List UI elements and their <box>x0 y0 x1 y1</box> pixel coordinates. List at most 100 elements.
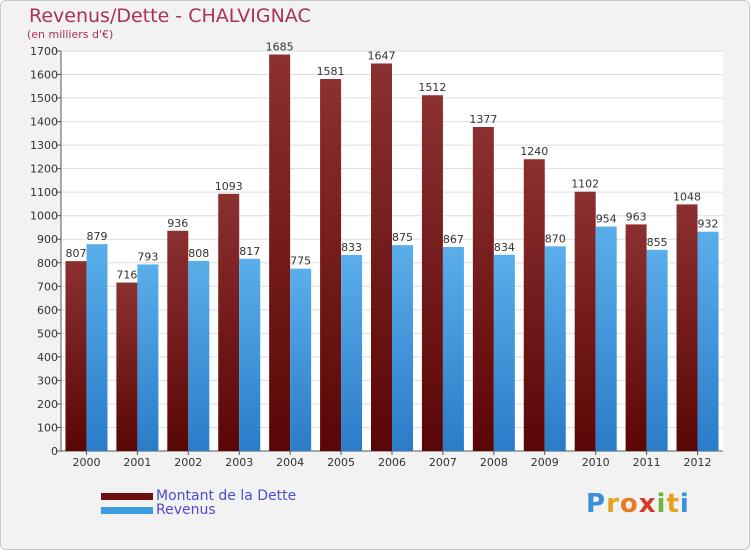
bar-dette <box>625 224 647 451</box>
logo-letter: o <box>619 489 639 519</box>
bar-value-label: 870 <box>545 232 566 245</box>
x-tick-label: 2007 <box>429 456 457 469</box>
bar-value-label: 1048 <box>673 190 701 203</box>
y-tick-label: 600 <box>37 304 58 317</box>
y-tick-label: 1700 <box>30 45 58 58</box>
bar-dette <box>65 261 87 451</box>
bar-value-label: 808 <box>188 247 209 260</box>
y-tick-label: 300 <box>37 374 58 387</box>
x-tick-label: 2000 <box>72 456 100 469</box>
bar-revenus <box>493 254 515 451</box>
bar-value-label: 1512 <box>418 81 446 94</box>
bar-dette <box>218 193 240 451</box>
x-tick-label: 2011 <box>633 456 661 469</box>
logo-letter: r <box>606 489 620 519</box>
bar-value-label: 932 <box>698 218 719 231</box>
bar-value-label: 1102 <box>571 178 599 191</box>
bar-dette <box>574 191 596 452</box>
bar-value-label: 954 <box>596 213 617 226</box>
y-tick-label: 700 <box>37 280 58 293</box>
bar-dette <box>676 204 698 451</box>
bar-revenus <box>442 247 464 451</box>
y-tick-label: 1500 <box>30 92 58 105</box>
x-tick-label: 2005 <box>327 456 355 469</box>
bar-value-label: 963 <box>626 210 647 223</box>
bar-revenus <box>646 249 668 451</box>
y-tick-label: 800 <box>37 257 58 270</box>
legend-label-debt: Montant de la Dette <box>156 488 297 504</box>
x-tick-label: 2009 <box>531 456 559 469</box>
logo-letter: x <box>638 489 657 519</box>
legend-label-revenue: Revenus <box>156 502 216 518</box>
bar-dette <box>116 282 138 451</box>
bar-dette <box>167 230 189 451</box>
x-tick-label: 2008 <box>480 456 508 469</box>
y-tick-label: 1600 <box>30 69 58 82</box>
bar-dette <box>523 159 545 451</box>
y-tick-label: 1000 <box>30 210 58 223</box>
bar-revenus <box>341 255 363 451</box>
bar-value-label: 855 <box>647 236 668 249</box>
bar-value-label: 1377 <box>469 113 497 126</box>
chart-title: Revenus/Dette - CHALVIGNAC <box>29 5 311 27</box>
bar-value-label: 817 <box>239 245 260 258</box>
bar-revenus <box>544 246 566 451</box>
bar-dette <box>269 54 291 451</box>
bar-revenus <box>239 258 261 451</box>
y-tick-label: 200 <box>37 398 58 411</box>
x-tick-label: 2002 <box>174 456 202 469</box>
logo-letter: i <box>679 489 690 519</box>
logo-letter: t <box>666 489 680 519</box>
bar-value-label: 1685 <box>266 41 294 54</box>
x-tick-label: 2004 <box>276 456 304 469</box>
chart-subtitle: (en milliers d'€) <box>27 28 114 41</box>
bar-revenus <box>392 245 413 451</box>
bar-dette <box>472 127 494 451</box>
bar-revenus <box>188 260 210 451</box>
bar-value-label: 1647 <box>368 49 396 62</box>
bar-value-label: 1093 <box>215 180 243 193</box>
x-tick-label: 2001 <box>123 456 151 469</box>
logo-letter: i <box>656 489 667 519</box>
bar-value-label: 807 <box>65 247 86 260</box>
bars <box>65 54 719 452</box>
bar-value-label: 936 <box>167 217 188 230</box>
y-tick-label: 1100 <box>30 186 58 199</box>
logo-letter: P <box>586 489 607 519</box>
legend-swatch-debt <box>101 493 153 500</box>
y-tick-label: 0 <box>51 445 58 458</box>
bar-revenus <box>697 231 719 451</box>
y-tick-label: 500 <box>37 327 58 340</box>
y-tick-label: 1300 <box>30 139 58 152</box>
y-tick-label: 400 <box>37 351 58 364</box>
bar-value-label: 834 <box>494 241 515 254</box>
bar-revenus <box>595 226 617 451</box>
x-tick-label: 2003 <box>225 456 253 469</box>
proxiti-logo: Proxiti <box>586 489 690 519</box>
y-tick-label: 1200 <box>30 163 58 176</box>
bar-revenus <box>290 268 312 451</box>
bar-value-label: 867 <box>443 233 464 246</box>
bar-value-label: 833 <box>341 241 362 254</box>
bar-value-label: 716 <box>116 269 137 282</box>
x-tick-label: 2010 <box>582 456 610 469</box>
bar-value-label: 775 <box>290 255 311 268</box>
bar-dette <box>421 95 443 451</box>
bar-value-label: 1581 <box>317 65 345 78</box>
bar-dette <box>320 79 342 451</box>
x-tick-label: 2006 <box>378 456 406 469</box>
bar-value-label: 879 <box>86 230 107 243</box>
y-tick-label: 1400 <box>30 116 58 129</box>
bar-value-label: 793 <box>137 250 158 263</box>
bar-value-label: 1240 <box>520 145 548 158</box>
legend-swatch-revenue <box>101 507 153 514</box>
bar-revenus <box>137 264 159 451</box>
bar-value-label: 875 <box>392 231 413 244</box>
y-tick-label: 100 <box>37 421 58 434</box>
x-tick-label: 2012 <box>684 456 712 469</box>
y-tick-label: 900 <box>37 233 58 246</box>
bar-dette <box>371 63 392 452</box>
